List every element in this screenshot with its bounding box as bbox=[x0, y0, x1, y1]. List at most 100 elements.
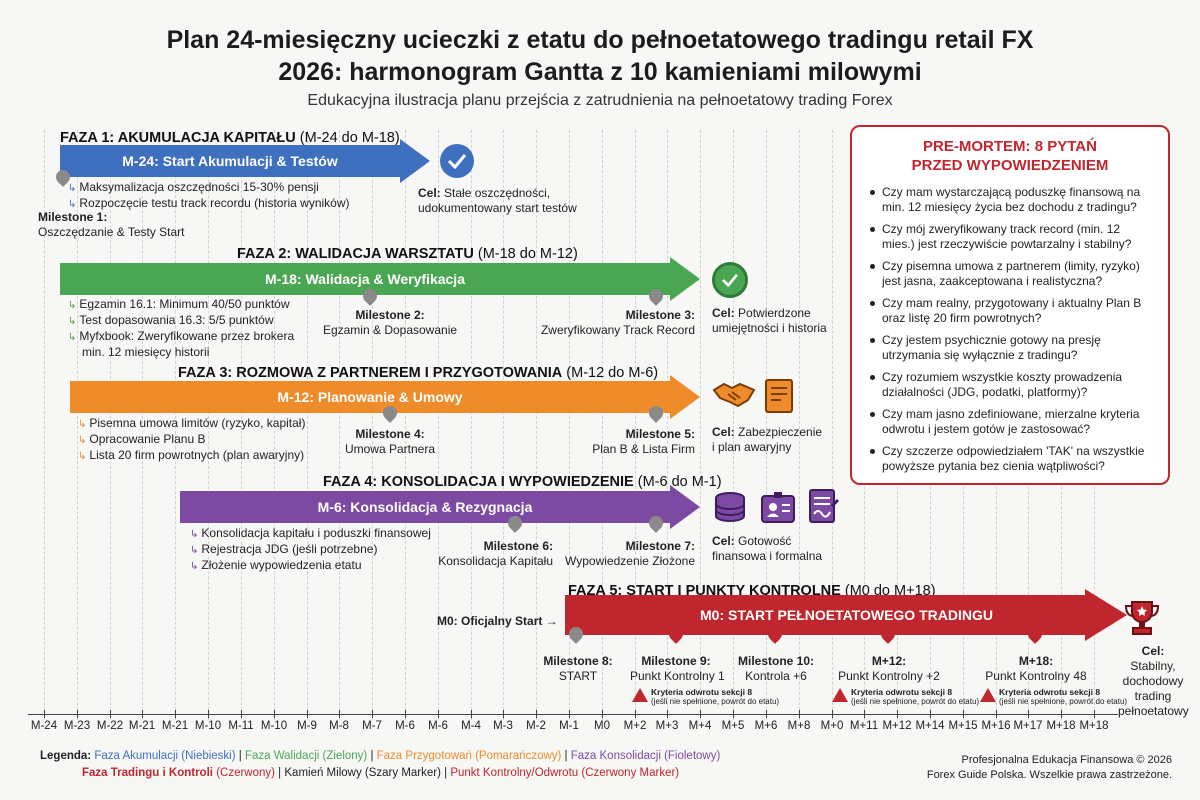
axis-tick bbox=[536, 710, 537, 718]
axis-tick bbox=[110, 710, 111, 718]
grid-line bbox=[503, 130, 504, 720]
id-badge-icon bbox=[760, 490, 796, 529]
axis-tick-label: M-6 bbox=[395, 720, 415, 732]
task-item: ↳ Złożenie wypowiedzenia etatu bbox=[190, 558, 362, 572]
grid-line bbox=[339, 130, 340, 720]
phase-5-goal: Cel: Stabilny, dochodowy trading pełnoetatow… bbox=[1118, 644, 1189, 718]
grid-line bbox=[602, 130, 603, 720]
premortem-question: Czy mam realny, przygotowany i aktualny … bbox=[870, 296, 1156, 326]
axis-tick bbox=[832, 710, 833, 718]
task-item: ↳ Opracowanie Planu B bbox=[78, 432, 206, 446]
phase-3-goal: Cel: Zabezpieczenie i plan awaryjny bbox=[712, 425, 823, 454]
grid-line bbox=[274, 130, 275, 720]
premortem-questions: Czy mam wystarczającą poduszkę finansową… bbox=[870, 185, 1156, 474]
phase-5-bar-label: M0: START PEŁNOETATOWEGO TRADINGU bbox=[565, 595, 1085, 635]
milestone-9-label: Milestone 9: Punkt Kontrolny 1 bbox=[630, 654, 725, 683]
exit-criteria-warning-3: Kryteria odwrotu sekcji 8 (jeśli nie speł… bbox=[980, 688, 1127, 706]
axis-tick-label: M+4 bbox=[688, 720, 712, 732]
legend: Legenda: Faza Akumulacji (Niebieski) | F… bbox=[40, 750, 721, 762]
premortem-question: Czy mam wystarczającą poduszkę finansową… bbox=[870, 185, 1156, 215]
task-item: ↳ Lista 20 firm powrotnych (plan awaryjny… bbox=[78, 448, 305, 462]
axis-tick bbox=[77, 710, 78, 718]
axis-tick-label: M-22 bbox=[96, 720, 124, 732]
phase-4-tasks: ↳ Konsolidacja kapitału i poduszki finans… bbox=[190, 526, 431, 574]
subtitle: Edukacyjna ilustracja planu przejścia z … bbox=[307, 92, 893, 109]
axis-tick-label: M-6 bbox=[428, 720, 448, 732]
phase-1-tasks: ↳ Maksymalizacja oszczędności 15-30% pens… bbox=[68, 180, 350, 212]
grid-line bbox=[766, 130, 767, 720]
axis-tick bbox=[1061, 710, 1062, 718]
milestone-6-label: Milestone 6: Konsolidacja Kapitału bbox=[438, 539, 553, 568]
axis-tick bbox=[307, 710, 308, 718]
grid-line bbox=[438, 130, 439, 720]
axis-tick-label: M-9 bbox=[297, 720, 317, 732]
grid-line bbox=[175, 130, 176, 720]
verified-badge-icon bbox=[712, 262, 748, 298]
axis-tick bbox=[471, 710, 472, 718]
legend-item-accumulation: Faza Akumulacji (Niebieski) bbox=[94, 750, 236, 762]
axis-tick-label: M-10 bbox=[260, 720, 288, 732]
milestone-1-label: Milestone 1: Oszczędzanie & Testy Start bbox=[38, 210, 185, 239]
axis-tick-label: M+18 bbox=[1046, 720, 1076, 732]
legend-item-preparation: Faza Przygotowań (Pomarańczowy) bbox=[376, 750, 562, 762]
warning-icon bbox=[632, 688, 648, 702]
task-item: ↳ Maksymalizacja oszczędności 15-30% pens… bbox=[68, 180, 319, 194]
milestone-8-label: Milestone 8: START bbox=[543, 654, 613, 683]
axis-tick-label: M+15 bbox=[948, 720, 978, 732]
axis-tick bbox=[700, 710, 701, 718]
handshake-icon bbox=[712, 380, 756, 415]
official-start-label: M0: Oficjalny Start → bbox=[437, 614, 558, 628]
title-line-2: 2026: harmonogram Gantta z 10 kamieniami… bbox=[278, 58, 922, 86]
phase-1-arrow: M-24: Start Akumulacji & Testów bbox=[60, 139, 430, 183]
axis-tick bbox=[766, 710, 767, 718]
axis-tick bbox=[897, 710, 898, 718]
axis-tick-label: M+8 bbox=[787, 720, 811, 732]
phase-4-arrow: M-6: Konsolidacja & Rezygnacja bbox=[180, 485, 700, 529]
grid-line bbox=[667, 130, 668, 720]
axis-tick-label: M-21 bbox=[128, 720, 156, 732]
milestone-12-label: M+12: Punkt Kontrolny +2 bbox=[838, 654, 940, 683]
axis-tick bbox=[635, 710, 636, 718]
trophy-icon bbox=[1124, 598, 1160, 643]
axis-tick bbox=[1094, 710, 1095, 718]
axis-tick-label: M-3 bbox=[493, 720, 513, 732]
phase-3-arrow: M-12: Planowanie & Umowy bbox=[70, 375, 700, 419]
axis-tick-label: M+16 bbox=[981, 720, 1011, 732]
axis-tick-label: M-4 bbox=[461, 720, 481, 732]
grid-line bbox=[799, 130, 800, 720]
signed-document-icon bbox=[808, 488, 840, 529]
axis-tick bbox=[602, 710, 603, 718]
axis-tick bbox=[339, 710, 340, 718]
grid-line bbox=[832, 130, 833, 720]
exit-criteria-warning-1: Kryteria odwrotu sekcji 8 (jeśli nie speł… bbox=[632, 688, 779, 706]
axis-tick bbox=[503, 710, 504, 718]
axis-tick-label: M0 bbox=[594, 720, 610, 732]
grid-line bbox=[307, 130, 308, 720]
grid-line bbox=[471, 130, 472, 720]
task-item: ↳ Pisemna umowa limitów (ryzyko, kapitał) bbox=[78, 416, 306, 430]
warning-icon bbox=[980, 688, 996, 702]
task-item: ↳ Rozpoczęcie testu track recordu (histor… bbox=[68, 196, 350, 210]
axis-tick-label: M-24 bbox=[30, 720, 58, 732]
footer-copyright: Profesjonalna Edukacja Finansowa © 2026 F… bbox=[926, 754, 1172, 781]
phase-2-heading: FAZA 2: WALIDACJA WARSZTATU (M-18 do M-1… bbox=[237, 246, 578, 262]
phase-2-goal: Cel: Potwierdzone umiejętności i historia bbox=[712, 306, 827, 335]
milestone-18-label: M+18: Punkt Kontrolny 48 bbox=[985, 654, 1087, 683]
milestone-3-label: Milestone 3: Zweryfikowany Track Record bbox=[540, 308, 695, 337]
premortem-title: PRE-MORTEM: 8 PYTAŃ PRZED WYPOWIEDZENIEM bbox=[911, 138, 1109, 174]
axis-tick bbox=[963, 710, 964, 718]
axis-tick bbox=[241, 710, 242, 718]
phase-4-heading: FAZA 4: KONSOLIDACJA I WYPOWIEDZENIE (M-… bbox=[323, 474, 722, 490]
axis-tick-label: M-7 bbox=[362, 720, 382, 732]
axis-tick-label: M+18 bbox=[1079, 720, 1109, 732]
phase-3-heading: FAZA 3: ROZMOWA Z PARTNEREM I PRZYGOTOWA… bbox=[178, 365, 659, 381]
premortem-question: Czy szczerze odpowiedziałem 'TAK' na wsz… bbox=[870, 444, 1156, 474]
exit-criteria-warning-2: Kryteria odwrotu sekcji 8 (jeśli nie speł… bbox=[832, 688, 979, 706]
task-item: ↳ Myfxbook: Zweryfikowane przez brokera bbox=[68, 329, 295, 343]
milestone-7-label: Milestone 7: Wypowiedzenie Złożone bbox=[565, 539, 695, 568]
task-item: ↳ Rejestracja JDG (jeśli potrzebne) bbox=[190, 542, 378, 556]
coins-stack-icon bbox=[712, 490, 748, 529]
axis-tick bbox=[372, 710, 373, 718]
grid-line bbox=[44, 130, 45, 720]
grid-line bbox=[372, 130, 373, 720]
